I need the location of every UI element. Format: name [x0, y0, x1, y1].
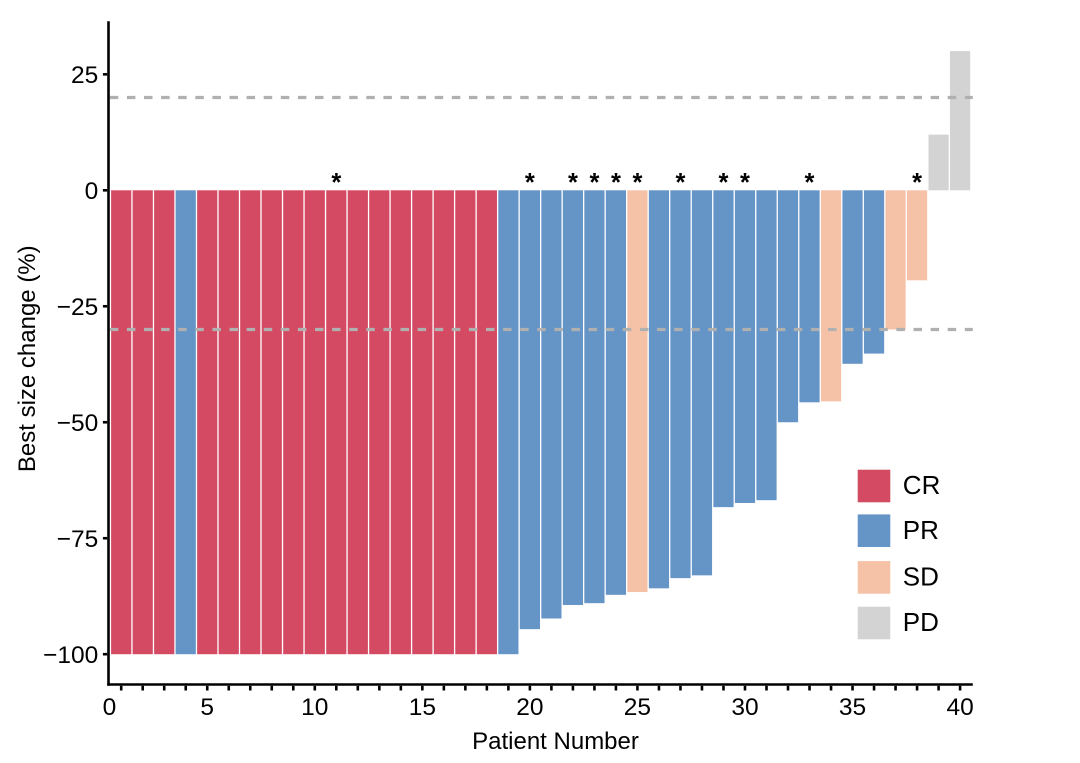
svg-text:*: *	[568, 169, 578, 197]
svg-text:−75: −75	[57, 526, 99, 553]
svg-text:PR: PR	[903, 515, 939, 545]
svg-text:−50: −50	[57, 410, 99, 437]
svg-text:*: *	[719, 169, 729, 197]
svg-text:CR: CR	[903, 470, 941, 500]
svg-text:Best size change (%): Best size change (%)	[14, 245, 41, 472]
svg-text:*: *	[805, 169, 815, 197]
svg-text:20: 20	[516, 694, 543, 721]
svg-text:−25: −25	[57, 294, 99, 321]
svg-text:Patient Number: Patient Number	[472, 728, 639, 755]
svg-text:0: 0	[85, 178, 99, 205]
svg-text:15: 15	[409, 694, 436, 721]
svg-text:30: 30	[731, 694, 758, 721]
svg-text:25: 25	[71, 62, 98, 89]
svg-text:0: 0	[103, 694, 117, 721]
svg-text:*: *	[675, 169, 685, 197]
svg-text:10: 10	[301, 694, 328, 721]
svg-text:*: *	[589, 169, 599, 197]
svg-text:*: *	[912, 169, 922, 197]
svg-text:*: *	[611, 169, 621, 197]
svg-text:SD: SD	[903, 562, 939, 592]
svg-text:*: *	[632, 169, 642, 197]
svg-text:−100: −100	[43, 642, 98, 669]
svg-text:*: *	[740, 169, 750, 197]
svg-text:*: *	[331, 169, 341, 197]
svg-text:5: 5	[200, 694, 214, 721]
svg-text:25: 25	[624, 694, 651, 721]
svg-text:40: 40	[946, 694, 973, 721]
svg-text:*: *	[525, 169, 535, 197]
svg-text:35: 35	[839, 694, 866, 721]
svg-text:PD: PD	[903, 607, 939, 637]
